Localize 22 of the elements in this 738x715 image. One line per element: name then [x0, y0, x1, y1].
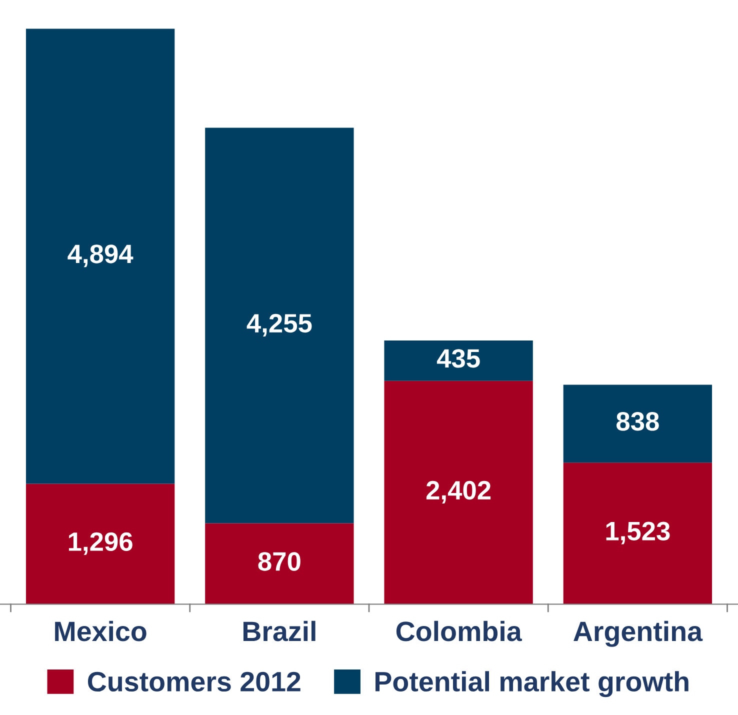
data-label: 870 — [258, 552, 300, 571]
legend-label: Customers 2012 — [88, 672, 300, 692]
bar — [26, 28, 175, 484]
bar — [205, 523, 354, 604]
data-label: 2,402 — [426, 480, 491, 504]
bar — [563, 384, 712, 463]
x-tick-label: Argentina — [574, 620, 703, 647]
x-tick-label: Colombia — [396, 620, 522, 642]
x-tick-label: Mexico — [55, 620, 146, 642]
bar — [563, 462, 712, 604]
data-label: 838 — [616, 412, 659, 431]
bar — [384, 340, 533, 381]
data-label: 1,296 — [68, 532, 132, 555]
data-label: 4,255 — [246, 314, 312, 336]
bar — [26, 484, 175, 604]
data-label: 435 — [436, 349, 480, 368]
legend-label: Potential market growth — [376, 671, 688, 698]
x-tick-label: Brazil — [243, 620, 316, 642]
data-label: 4,894 — [68, 244, 134, 268]
bar — [205, 128, 354, 524]
bar — [384, 380, 533, 604]
data-label: 1,523 — [606, 522, 670, 544]
